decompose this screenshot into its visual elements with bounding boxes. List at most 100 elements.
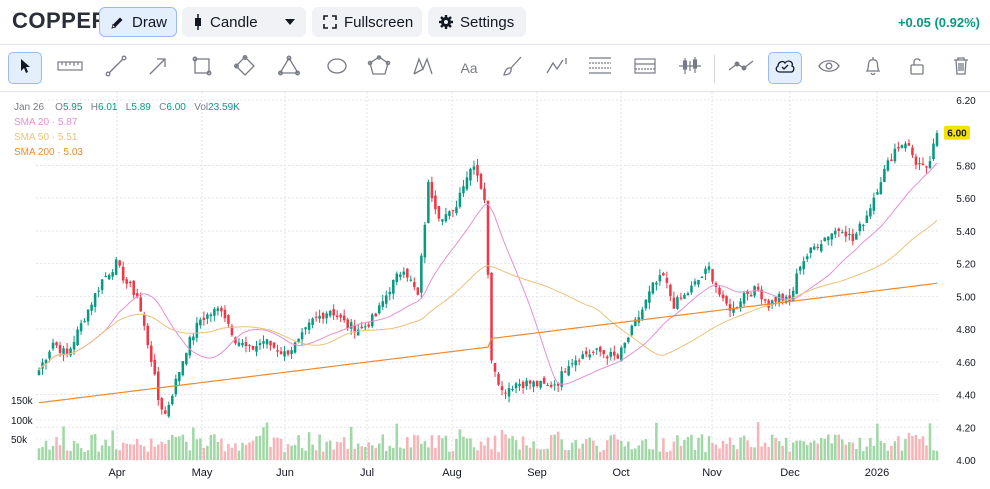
candle-body [742,292,746,304]
rectangle-tool[interactable] [185,52,219,84]
cursor-tool[interactable] [8,52,42,84]
candle-body [192,336,195,341]
candle-body [363,326,367,328]
volume-bar [855,449,858,460]
candle-body [339,314,342,318]
candle-body [749,294,753,297]
candle-body [844,231,848,237]
price-chart[interactable]: 6.20 5.80 5.60 5.40 5.20 5.00 4.80 4.60 4.40 4.20… [0,92,990,489]
volume-bar [490,449,493,460]
candle-body [486,200,490,275]
volume-bar [637,445,641,460]
draw-button[interactable]: Draw [99,7,177,37]
volume-bar [739,437,742,460]
volume-bar [171,434,174,460]
volume-bar [742,435,746,460]
arrow-tool[interactable] [141,52,175,84]
brush-tool[interactable] [495,52,529,84]
volume-bar [297,434,300,460]
volume-bar [788,451,791,460]
volume-bar [900,450,904,460]
price-tick-label: 4.80 [956,325,976,336]
volume-bar [121,442,125,460]
ellipse-tool[interactable] [320,52,354,84]
volume-bar [178,436,181,460]
pencil-icon [110,15,125,30]
candle-body [676,297,679,309]
rotated-rectangle-tool[interactable] [228,52,262,84]
candle-body [634,319,637,327]
trend-line-tool[interactable] [99,52,133,84]
volume-bar [392,447,395,460]
volume-bar [802,441,805,460]
candle-body [879,182,883,194]
volume-bar [363,446,367,460]
xabcd-pattern-tool[interactable] [406,52,440,84]
candle-body [921,163,925,165]
candle-body [707,266,711,270]
date-range-tool[interactable] [628,52,662,84]
volume-bar [314,450,318,460]
top-bar: COPPER Draw Candle Fullscreen Settings +… [0,0,990,44]
volume-bar [672,441,676,460]
candle-body [335,315,339,318]
candle-body [886,160,890,171]
candle-body [195,322,199,338]
volume-bar [721,440,725,460]
candle-body [556,383,560,386]
volume-bar [448,451,451,460]
volume-bar [300,448,304,460]
volume-bar [97,451,100,460]
ruler-tool[interactable] [53,52,87,84]
volume-bar [669,450,672,460]
volume-bar [399,447,402,460]
fib-retracement-tool[interactable] [583,52,617,84]
volume-bar [753,447,756,460]
chart-type-dropdown[interactable]: Candle [182,7,306,37]
volume-bar [518,449,521,460]
candle-body [293,342,297,353]
volume-bar [630,449,634,460]
lock-tool[interactable] [900,52,934,84]
volume-bar [241,442,244,460]
volume-bar [602,449,606,460]
volume-bar [511,436,514,460]
text-tool[interactable]: Aa [452,52,486,84]
candle-body [304,327,307,330]
elliott-wave-tool[interactable] [540,52,574,84]
eye-tool[interactable] [812,52,846,84]
candle-body [448,211,451,217]
fullscreen-button[interactable]: Fullscreen [312,7,422,37]
candle-body [455,207,458,214]
settings-button[interactable]: Settings [428,7,526,37]
candle-body [451,210,455,212]
volume-bar [286,444,290,460]
price-tick-label: 4.20 [956,423,976,434]
volume-bar [620,441,623,460]
volume-bar [206,445,209,460]
volume-bar [595,445,599,460]
volume-bar [153,446,157,460]
alert-tool[interactable] [856,52,890,84]
position-tool[interactable] [673,52,707,84]
candle-body [423,224,427,258]
candle-body [216,308,220,312]
candle-body [392,279,395,294]
polygon-tool[interactable] [362,52,396,84]
candle-body [114,259,118,275]
triangle-tool[interactable] [272,52,306,84]
volume-bar [237,450,241,460]
volume-bar [402,448,406,460]
trash-tool[interactable] [944,52,978,84]
cloud-sync-tool[interactable] [768,52,802,84]
candle-body [563,371,567,373]
candle-body [416,287,420,295]
volume-bar [686,436,690,460]
volume-bar [262,427,265,460]
candle-body [872,197,876,211]
candle-body [349,322,353,329]
candle-body [434,195,437,210]
show-hide-drawings-tool[interactable] [724,52,758,84]
sma200-value: 5.03 [63,147,83,158]
volume-bar [598,451,602,460]
